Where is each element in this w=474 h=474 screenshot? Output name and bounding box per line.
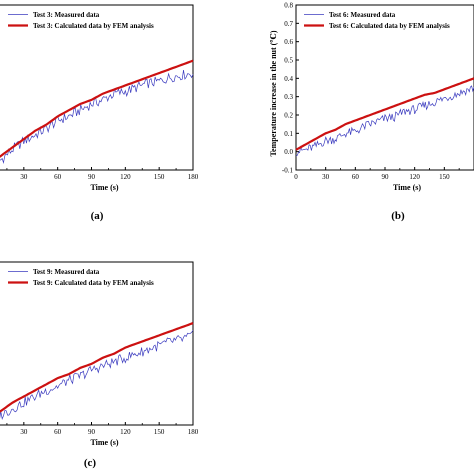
legend-label: Test 9: Calculated data by FEM analysis (33, 279, 154, 287)
series-line-fem (0, 322, 194, 413)
x-tick-label: 90 (88, 428, 96, 436)
x-tick-label: 60 (352, 173, 360, 181)
y-tick-label: 0.2 (284, 112, 293, 120)
y-tick-label: 0.6 (284, 38, 293, 46)
x-tick-label: 0 (294, 173, 298, 181)
series-line-fem (0, 59, 194, 158)
y-tick-label: 0.1 (284, 130, 293, 138)
x-axis-label: Time (s) (393, 183, 421, 192)
y-tick-label: 0.7 (284, 20, 293, 28)
x-tick-label: 180 (188, 173, 199, 181)
x-tick-label: 90 (382, 173, 390, 181)
series-line-measured (0, 330, 194, 420)
x-tick-label: 120 (120, 428, 131, 436)
y-tick-label: 0.5 (284, 57, 293, 65)
x-tick-label: 120 (120, 173, 131, 181)
series-line-measured (295, 85, 474, 157)
legend-label: Test 9: Measured data (33, 268, 100, 276)
y-tick-label: 0.0 (284, 148, 293, 156)
panel-label: (c) (84, 457, 97, 469)
chart-panel-3: 30 60 90 120 150 180 Time (s) Test 9: Measured … (0, 261, 199, 469)
panel-label: (a) (91, 210, 104, 222)
y-axis-label: Temperature increase in the nut (℃) (269, 30, 278, 156)
chart-panel-1: 30 60 90 120 150 180 Time (s) Test 3: Measured … (0, 4, 199, 222)
x-tick-label: 150 (154, 428, 165, 436)
series-line-measured (0, 69, 194, 164)
y-tick-label: -0.1 (282, 167, 294, 175)
x-tick-label: 150 (154, 173, 165, 181)
y-tick-label: 0.3 (284, 93, 293, 101)
legend-label: Test 3: Calculated data by FEM analysis (33, 22, 154, 30)
panel-label: (b) (391, 210, 405, 222)
x-tick-label: 90 (88, 173, 96, 181)
x-tick-label: 180 (188, 428, 199, 436)
x-tick-label: 30 (322, 173, 330, 181)
y-tick-label: 0.8 (284, 2, 293, 10)
x-axis-label: Time (s) (90, 438, 118, 447)
x-tick-label: 30 (20, 428, 28, 436)
legend-label: Test 3: Measured data (33, 11, 100, 19)
x-tick-label: 120 (409, 173, 420, 181)
series-line-fem (295, 77, 474, 151)
y-tick-label: 0.4 (284, 75, 293, 83)
x-tick-label: 150 (439, 173, 450, 181)
x-tick-label: 60 (54, 428, 62, 436)
legend-label: Test 6: Measured data (329, 11, 396, 19)
x-tick-label: 30 (20, 173, 28, 181)
chart-panel-2: 0 30 60 90 120 150 Time (s) -0.1 0.0 0.1 0.2 0.3 0.4… (269, 2, 474, 222)
legend-label: Test 6: Calculated data by FEM analysis (329, 22, 450, 30)
x-tick-label: 60 (54, 173, 62, 181)
x-axis-label: Time (s) (90, 183, 118, 192)
